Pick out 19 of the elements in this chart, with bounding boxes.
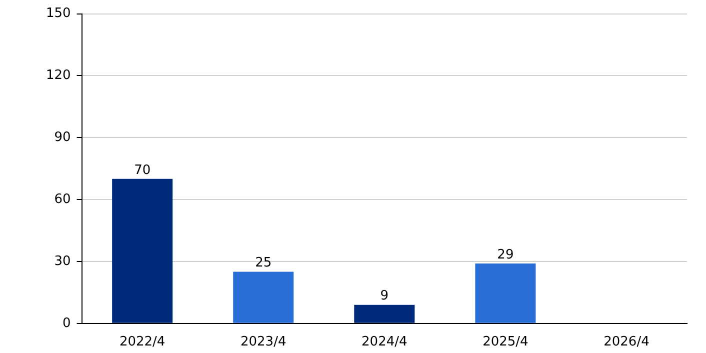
data-label: 9 <box>380 288 389 304</box>
x-tick-label: 2022/4 <box>119 334 166 350</box>
y-tick-label: 90 <box>54 130 71 146</box>
data-label: 70 <box>134 162 151 178</box>
bar <box>475 264 536 323</box>
x-tick-label: 2025/4 <box>482 334 528 350</box>
data-label: 25 <box>255 256 272 271</box>
y-tick-label: 120 <box>46 68 71 84</box>
bar <box>112 178 173 323</box>
y-tick-label: 60 <box>54 192 71 207</box>
y-tick-label: 150 <box>46 6 71 22</box>
y-tick-label: 0 <box>62 316 71 331</box>
x-tick-label: 2026/4 <box>604 334 650 350</box>
bar <box>354 304 415 323</box>
x-tick-label: 2023/4 <box>240 334 286 350</box>
y-tick-label: 30 <box>54 254 71 269</box>
x-tick-label: 2024/4 <box>362 334 408 350</box>
bar <box>233 272 294 323</box>
data-label: 29 <box>497 247 514 262</box>
